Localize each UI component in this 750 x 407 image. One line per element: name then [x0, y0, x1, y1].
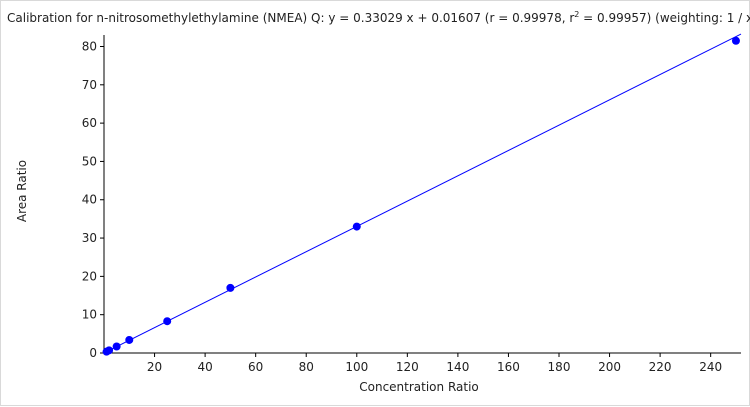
x-tick-label: 80: [299, 360, 314, 374]
chart-title-text: Calibration for n-nitrosomethylethylamin…: [7, 11, 575, 25]
x-tick-label: 120: [396, 360, 419, 374]
chart-title: Calibration for n-nitrosomethylethylamin…: [7, 10, 750, 25]
x-tick-label: 140: [446, 360, 469, 374]
y-tick-label: 40: [82, 193, 97, 207]
y-tick-label: 80: [82, 39, 97, 53]
y-tick-label: 70: [82, 78, 97, 92]
x-tick-label: 200: [598, 360, 621, 374]
x-tick-label: 240: [699, 360, 722, 374]
chart-title-suffix: = 0.99957) (weighting: 1 / x): [579, 11, 750, 25]
x-tick-label: 60: [248, 360, 263, 374]
calibration-fit-line: [105, 33, 742, 353]
y-tick-label: 20: [82, 269, 97, 283]
data-point: [352, 222, 361, 231]
y-tick-label: 60: [82, 116, 97, 130]
x-tick-label: 100: [345, 360, 368, 374]
x-tick-label: 160: [497, 360, 520, 374]
data-point: [105, 346, 114, 355]
data-point: [731, 36, 740, 45]
data-point: [163, 317, 172, 326]
x-tick-label: 220: [649, 360, 672, 374]
data-point: [112, 342, 121, 351]
x-tick-label: 40: [197, 360, 212, 374]
y-tick-label: 30: [82, 231, 97, 245]
data-point: [125, 335, 134, 344]
x-tick-label: 20: [147, 360, 162, 374]
y-tick-label: 0: [89, 346, 97, 360]
x-axis-label: Concentration Ratio: [359, 380, 479, 394]
x-tick-label: 180: [548, 360, 571, 374]
y-tick-label: 10: [82, 308, 97, 322]
y-tick-label: 50: [82, 154, 97, 168]
chart-title-superscript: 2: [574, 10, 580, 19]
data-point: [226, 283, 235, 292]
